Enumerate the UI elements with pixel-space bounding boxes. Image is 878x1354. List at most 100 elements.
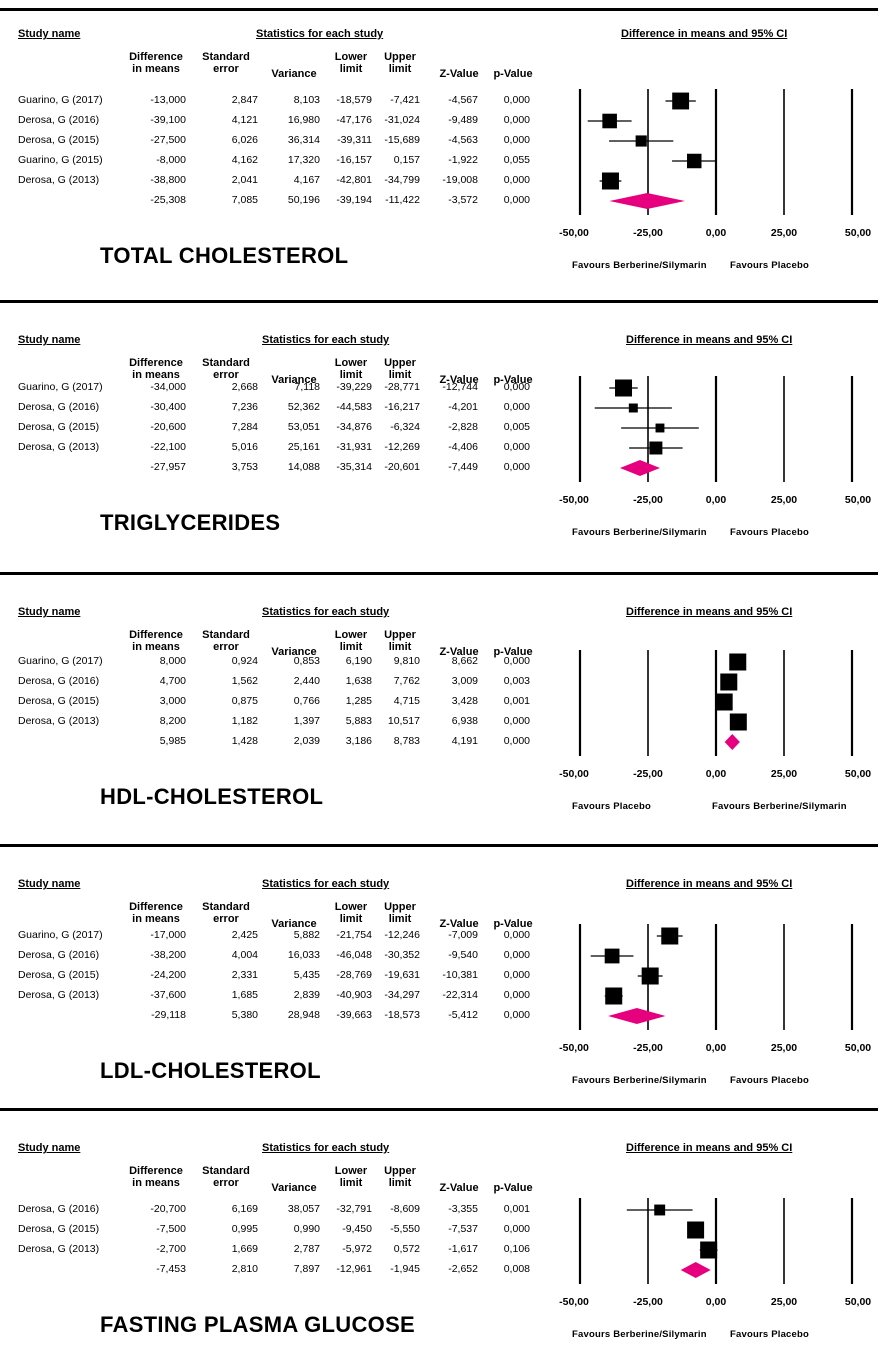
lower-limit-column-header-line2: limit [339,913,363,925]
x-tick-label: 25,00 [770,768,798,780]
cell-z: -12,744 [442,381,478,393]
z-value-column-header: Z-Value [439,1182,479,1194]
cell-z: -4,201 [448,401,478,413]
upper-limit-column-header-line2: limit [388,913,412,925]
cell-upper: 0,572 [393,1243,420,1255]
study-name: Derosa, G (2015) [18,695,100,707]
cell-z: -4,406 [448,441,478,453]
study-name: Derosa, G (2013) [18,989,100,1001]
variance-column-header: Variance [271,374,317,386]
cell-p: 0,000 [503,655,530,667]
cell-upper: 7,762 [393,675,420,687]
summary-cell-upper: 8,783 [393,735,420,747]
cell-z: -4,563 [448,134,478,146]
favours-left-label: Favours Placebo [572,801,652,812]
cell-diff: -17,000 [150,929,186,941]
cell-var: 2,440 [293,675,320,687]
cell-var: 2,839 [293,989,320,1001]
z-value-column-header: Z-Value [439,918,479,930]
cell-z: -7,009 [448,929,478,941]
cell-p: 0,000 [503,441,530,453]
summary-cell-upper: -20,601 [384,461,420,473]
summary-cell-diff: -25,308 [150,194,186,206]
summary-cell-upper: -11,422 [385,194,420,206]
cell-p: 0,055 [503,154,530,166]
outcome-title: LDL-CHOLESTEROL [100,1058,321,1083]
cell-var: 17,320 [287,154,320,166]
x-tick-label: 50,00 [844,494,872,506]
summary-cell-var: 7,897 [293,1263,320,1275]
study-name-header: Study name [18,1142,81,1154]
cell-var: 25,161 [287,441,320,453]
x-tick-label: -25,00 [633,494,663,506]
study-name: Guarino, G (2017) [18,381,103,393]
upper-limit-column-header-line2: limit [388,63,412,75]
summary-diamond [619,460,660,476]
panel-separator [0,300,878,303]
study-name: Derosa, G (2015) [18,969,100,981]
x-tick-label: 0,00 [705,1296,727,1308]
summary-cell-diff: -7,453 [156,1263,186,1275]
cell-se: 0,924 [231,655,258,667]
cell-lower: 1,285 [345,695,372,707]
cell-lower: -39,229 [336,381,372,393]
summary-cell-se: 5,380 [231,1009,258,1021]
summary-cell-p: 0,008 [503,1263,530,1275]
cell-diff: -27,500 [150,134,186,146]
cell-upper: 4,715 [393,695,420,707]
cell-diff: -38,800 [150,174,186,186]
cell-upper: -16,217 [384,401,420,413]
summary-cell-upper: -18,573 [384,1009,420,1021]
cell-z: 6,938 [451,715,478,727]
cell-upper: -28,771 [384,381,420,393]
favours-right-label: Favours Berberine/Silymarin [712,801,847,812]
standard-error-column-header-line1: Standard [202,629,250,641]
summary-cell-lower: -39,194 [336,194,372,206]
favours-left-label: Favours Berberine/Silymarin [572,1329,707,1340]
cell-diff: -20,600 [150,421,186,433]
summary-cell-lower: -39,663 [336,1009,372,1021]
x-tick-label: -25,00 [633,768,663,780]
cell-se: 2,041 [231,174,258,186]
p-value-column-header: p-Value [493,646,533,658]
standard-error-column-header-line1: Standard [202,901,250,913]
x-tick-label: -50,00 [559,1042,589,1054]
cell-se: 1,669 [231,1243,258,1255]
cell-lower: -44,583 [336,401,372,413]
cell-se: 4,004 [231,949,258,961]
cell-diff: -8,000 [156,154,186,166]
cell-var: 4,167 [293,174,320,186]
study-name: Derosa, G (2016) [18,675,100,687]
cell-se: 0,995 [231,1223,258,1235]
study-name-header: Study name [18,334,81,346]
study-name-header: Study name [18,878,81,890]
cell-upper: 9,810 [393,655,420,667]
study-name: Derosa, G (2015) [18,134,100,146]
study-marker [654,1204,666,1216]
x-tick-label: -50,00 [559,1296,589,1308]
study-name-header: Study name [18,606,81,618]
cell-diff: -30,400 [150,401,186,413]
upper-limit-column-header-line1: Upper [384,1165,416,1177]
upper-limit-column-header-line1: Upper [384,51,416,63]
study-name: Derosa, G (2016) [18,114,100,126]
summary-cell-z: 4,191 [451,735,478,747]
standard-error-column-header-line1: Standard [202,1165,250,1177]
panel-separator [0,844,878,847]
variance-column-header: Variance [271,1182,317,1194]
cell-diff: 3,000 [159,695,186,707]
cell-var: 2,787 [293,1243,320,1255]
upper-limit-column-header-line1: Upper [384,629,416,641]
cell-diff: -24,200 [150,969,186,981]
summary-cell-diff: -29,118 [151,1009,186,1021]
difference-column-header-line2: in means [132,913,180,925]
cell-se: 4,162 [231,154,258,166]
difference-column-header-line1: Difference [129,51,183,63]
standard-error-column-header-line2: error [213,369,239,381]
cell-se: 7,284 [231,421,258,433]
cell-se: 2,425 [231,929,258,941]
p-value-column-header: p-Value [493,68,533,80]
study-marker [687,1221,705,1239]
study-name: Guarino, G (2017) [18,655,103,667]
